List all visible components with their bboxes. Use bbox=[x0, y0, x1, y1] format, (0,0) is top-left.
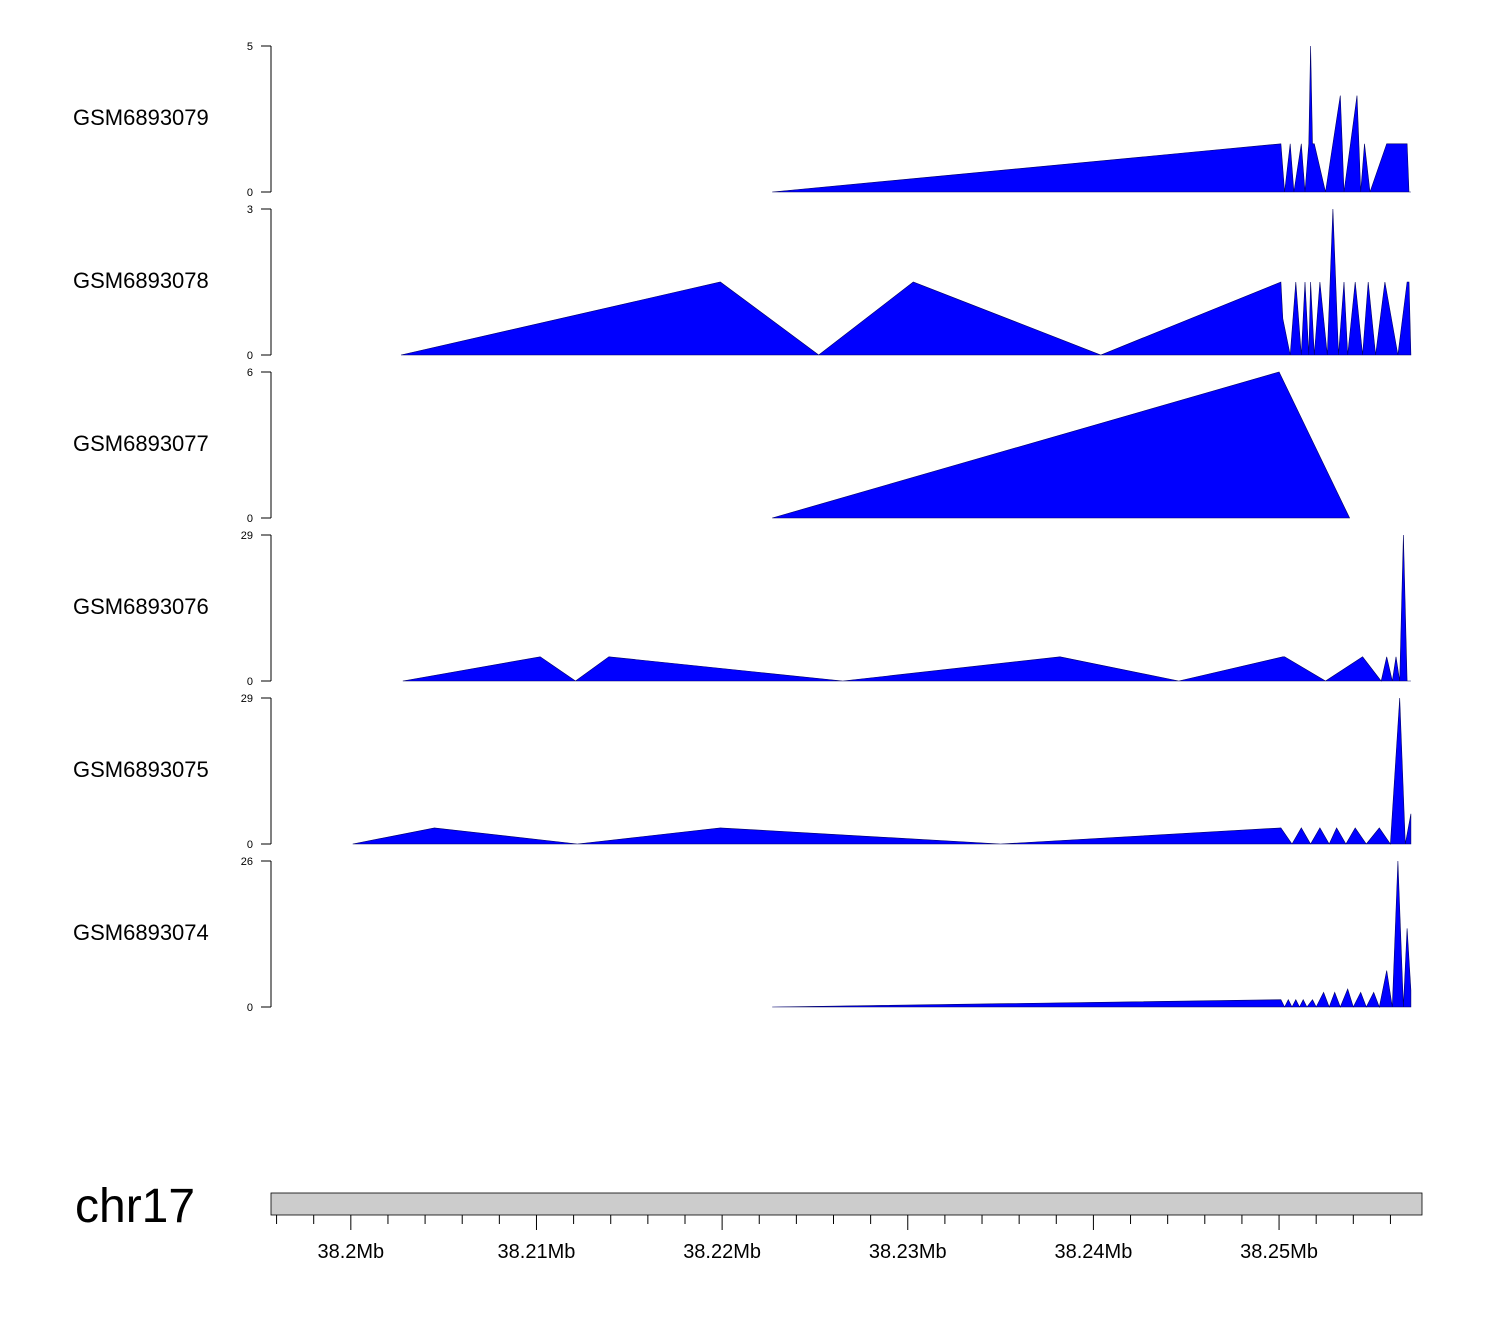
track-gsm6893079: GSM6893079 0 5 bbox=[73, 41, 1411, 199]
coverage-area bbox=[772, 371, 1351, 519]
track-label: GSM6893077 bbox=[73, 431, 209, 456]
genome-tick-label: 38.24Mb bbox=[1054, 1241, 1132, 1263]
y-tick-label-max: 5 bbox=[247, 41, 253, 53]
coverage-area bbox=[352, 697, 1412, 845]
genome-tick-label: 38.23Mb bbox=[869, 1241, 947, 1263]
y-tick-label-min: 0 bbox=[247, 350, 253, 362]
chromosome-label: chr17 bbox=[75, 1180, 195, 1233]
coverage-area bbox=[400, 208, 1412, 356]
genome-tick-label: 38.21Mb bbox=[498, 1241, 576, 1263]
y-tick-label-max: 3 bbox=[247, 204, 253, 216]
y-tick-label-max: 29 bbox=[241, 693, 253, 705]
y-tick-label-min: 0 bbox=[247, 513, 253, 525]
coverage-area bbox=[772, 860, 1412, 1009]
genome-tick-label: 38.25Mb bbox=[1240, 1241, 1318, 1263]
track-label: GSM6893078 bbox=[73, 268, 209, 293]
y-tick-label-min: 0 bbox=[247, 1002, 253, 1014]
track-label: GSM6893074 bbox=[73, 920, 209, 945]
track-gsm6893078: GSM6893078 0 3 bbox=[73, 204, 1412, 362]
y-tick-label-max: 26 bbox=[241, 856, 253, 868]
genome-tick-label: 38.22Mb bbox=[683, 1241, 761, 1263]
track-gsm6893075: GSM6893075 0 29 bbox=[73, 693, 1412, 851]
track-label: GSM6893076 bbox=[73, 594, 209, 619]
genome-ticks: 38.2Mb 38.21Mb 38.22Mb 38.23Mb 38.24Mb 38.25M… bbox=[276, 1215, 1391, 1263]
track-gsm6893076: GSM6893076 0 29 bbox=[73, 530, 1411, 688]
tracks-layer: GSM689307905GSM689307803GSM689307706GSM6… bbox=[73, 41, 1412, 1014]
genome-axis: chr17 38.2Mb 38.21Mb 38.22Mb 38.23Mb 38.24Mb… bbox=[75, 1180, 1423, 1263]
chromosome-ideogram bbox=[270, 1192, 1423, 1216]
y-tick-label-min: 0 bbox=[247, 187, 253, 199]
genome-tick-label: 38.2Mb bbox=[317, 1241, 384, 1263]
y-tick-label-max: 6 bbox=[247, 367, 253, 379]
y-tick-label-min: 0 bbox=[247, 839, 253, 851]
coverage-area bbox=[772, 45, 1411, 193]
y-tick-label-max: 29 bbox=[241, 530, 253, 542]
track-label: GSM6893079 bbox=[73, 105, 209, 130]
track-gsm6893074: GSM6893074 0 26 bbox=[73, 856, 1412, 1014]
track-gsm6893077: GSM6893077 0 6 bbox=[73, 367, 1351, 525]
track-label: GSM6893075 bbox=[73, 757, 209, 782]
coverage-area bbox=[402, 534, 1411, 682]
y-tick-label-min: 0 bbox=[247, 676, 253, 688]
